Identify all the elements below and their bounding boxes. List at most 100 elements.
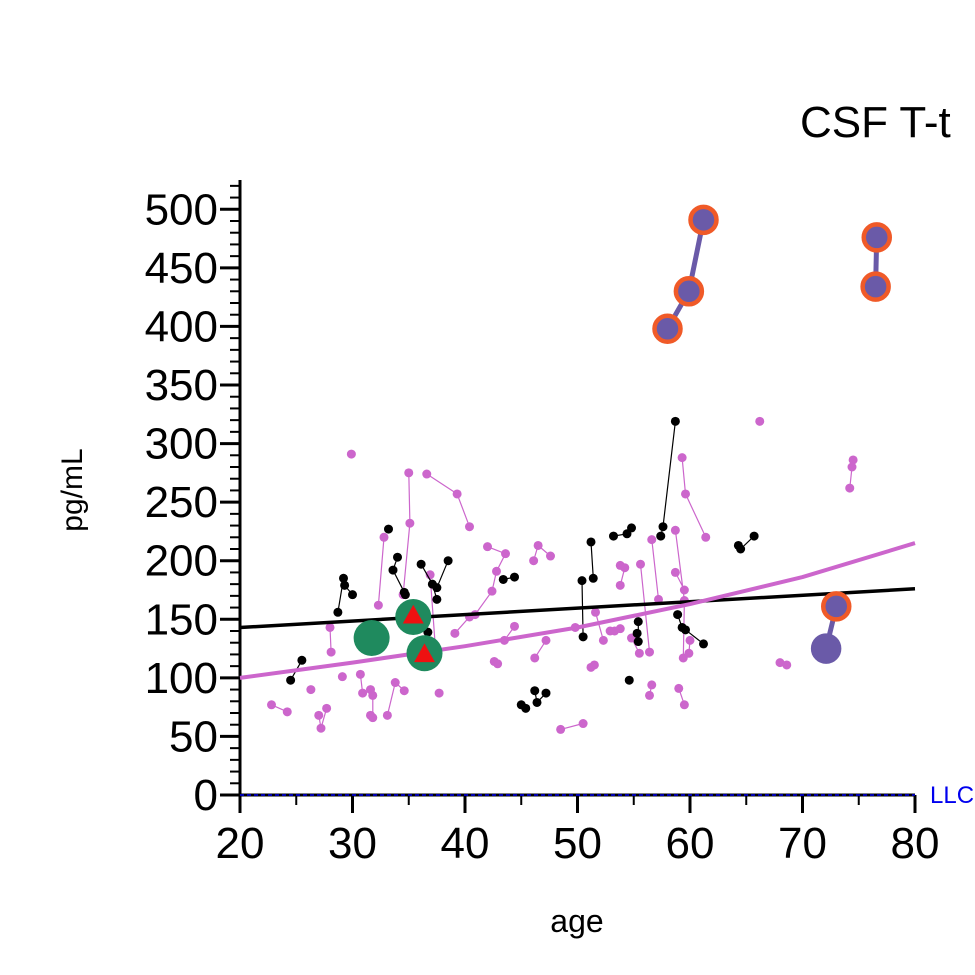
point	[492, 566, 501, 576]
point	[498, 574, 508, 584]
point	[348, 590, 357, 600]
point	[333, 607, 343, 617]
point	[384, 524, 393, 534]
point	[755, 416, 765, 426]
point	[645, 690, 654, 700]
point	[615, 580, 625, 590]
point	[282, 707, 292, 717]
y-axis-label: pg/mL	[56, 448, 89, 531]
point	[541, 635, 551, 645]
point	[322, 703, 332, 713]
point	[390, 678, 400, 688]
point	[845, 483, 855, 493]
point	[652, 313, 683, 345]
point	[647, 535, 657, 545]
point	[368, 713, 378, 723]
point	[588, 573, 598, 583]
point	[654, 594, 663, 604]
point	[598, 635, 608, 645]
y-tick-label: 100	[145, 654, 218, 703]
point	[452, 489, 462, 499]
x-tick-label: 70	[778, 819, 827, 868]
triangle-point	[402, 604, 424, 624]
point	[586, 537, 596, 547]
point	[679, 700, 689, 710]
point	[546, 551, 555, 561]
chart-title: CSF T-t	[800, 98, 951, 147]
point	[749, 531, 759, 541]
point	[681, 489, 690, 499]
point	[400, 590, 410, 600]
point	[578, 719, 588, 729]
point	[701, 532, 711, 542]
point	[416, 559, 426, 569]
point	[670, 567, 680, 577]
point	[658, 522, 668, 532]
point	[609, 531, 618, 541]
point	[373, 600, 383, 610]
point	[656, 531, 666, 541]
point	[848, 455, 858, 465]
point	[432, 594, 442, 604]
point	[647, 680, 657, 690]
point	[530, 686, 540, 696]
point	[532, 697, 542, 707]
point	[297, 655, 307, 665]
point	[267, 700, 276, 710]
trend-line	[239, 541, 916, 680]
point	[627, 523, 636, 533]
point	[847, 462, 857, 472]
point	[306, 685, 316, 695]
x-tick-label: 40	[441, 819, 490, 868]
point	[353, 620, 390, 657]
point	[346, 449, 356, 459]
lloq-label: LLC	[930, 782, 974, 809]
connector-line	[290, 421, 755, 709]
point	[633, 617, 643, 627]
x-tick-label: 20	[216, 819, 265, 868]
point	[677, 453, 687, 463]
point	[624, 675, 634, 685]
point	[860, 271, 891, 302]
point	[399, 686, 409, 696]
point	[339, 573, 348, 583]
point	[645, 647, 654, 657]
point	[782, 660, 792, 670]
point	[736, 544, 746, 554]
point	[556, 724, 566, 734]
point	[578, 632, 588, 642]
point	[388, 565, 398, 575]
x-tick-label: 50	[553, 819, 602, 868]
point	[530, 653, 540, 663]
point	[685, 635, 695, 645]
point	[443, 556, 453, 566]
x-tick-label: 30	[328, 819, 377, 868]
point	[487, 586, 497, 596]
point	[404, 468, 414, 478]
point	[393, 552, 402, 562]
point	[634, 648, 644, 658]
point	[316, 723, 326, 733]
y-tick-label: 450	[145, 244, 218, 293]
x-tick-label: 80	[891, 819, 940, 868]
point	[591, 607, 600, 617]
point	[861, 222, 892, 253]
point	[632, 628, 642, 638]
point	[699, 639, 708, 649]
y-tick-label: 50	[169, 712, 218, 761]
point	[577, 576, 587, 586]
point	[673, 610, 683, 620]
point	[670, 416, 680, 426]
point	[465, 522, 474, 532]
x-axis-label: age	[550, 903, 603, 939]
point	[533, 540, 543, 550]
point	[405, 518, 415, 528]
y-tick-label: 200	[145, 537, 218, 586]
point	[483, 542, 492, 552]
point	[679, 585, 689, 595]
point	[379, 532, 389, 542]
point	[529, 556, 539, 566]
point	[422, 469, 432, 479]
point	[355, 669, 365, 679]
